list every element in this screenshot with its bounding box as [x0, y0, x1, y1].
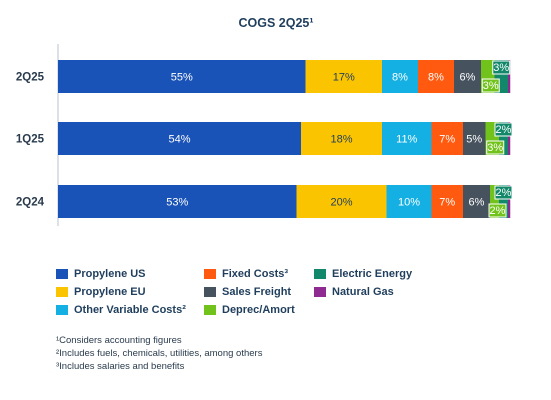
category-label-1q25: 1Q25 [16, 134, 45, 146]
bar-natural-gas-2q25 [508, 60, 511, 93]
callout-box-deprec-amort-2q25 [481, 78, 500, 93]
data-label-electric-energy-2q24: 2% [496, 187, 512, 199]
data-label-propylene-eu-1q25: 18% [330, 134, 352, 146]
legend-item-fixed-costs: Fixed Costs³ [204, 266, 288, 282]
data-label-propylene-us-2q25: 55% [171, 72, 193, 84]
legend-label: Electric Energy [332, 268, 413, 280]
bar-electric-energy-1q25 [499, 122, 508, 155]
data-label-propylene-us-1q25: 54% [168, 134, 190, 146]
legend-label: Sales Freight [222, 286, 292, 298]
bar-natural-gas-2q24 [508, 185, 511, 218]
legend-swatch [314, 269, 326, 279]
bar-fixed-costs-1q25 [431, 122, 463, 155]
data-label-sales-freight-1q25: 5% [466, 134, 482, 146]
bar-propylene-us-2q24 [58, 185, 297, 218]
data-label-deprec-amort-2q25: 3% [483, 80, 499, 92]
legend-swatch [204, 305, 216, 315]
legend-swatch [204, 287, 216, 297]
data-label-other-variable-costs-2q24: 10% [398, 197, 420, 209]
category-label-2q25: 2Q25 [16, 72, 45, 84]
legend-label: Propylene EU [74, 286, 146, 298]
footnotes: ¹Considers accounting figures ²Includes … [56, 334, 456, 373]
footnote-3: ³Includes salaries and benefits [56, 361, 185, 372]
chart-legend: Propylene US Propylene EU Other Variable C… [56, 266, 476, 320]
bar-propylene-us-1q25 [58, 122, 301, 155]
bar-fixed-costs-2q24 [431, 185, 463, 218]
data-label-sales-freight-2q24: 6% [469, 197, 485, 209]
data-label-fixed-costs-2q24: 7% [439, 197, 455, 209]
cogs-stacked-bar-chart: COGS 2Q25¹ 2Q25 55% 17% 8% 8% 6% 3% 3% 1Q25 54% 18… [16, 16, 513, 226]
bar-other-variable-costs-2q25 [382, 60, 418, 93]
bar-deprec-amort-2q24 [490, 185, 499, 218]
bar-sales-freight-1q25 [463, 122, 486, 155]
legend-item-propylene-eu: Propylene EU [56, 284, 146, 300]
bar-natural-gas-1q25 [508, 122, 511, 155]
data-label-other-variable-costs-2q25: 8% [392, 72, 408, 84]
legend-swatch [56, 269, 68, 279]
legend-swatch [314, 287, 326, 297]
legend-item-deprec-amort: Deprec/Amort [204, 302, 295, 318]
data-label-propylene-eu-2q25: 17% [333, 72, 355, 84]
data-label-deprec-amort-2q24: 2% [490, 205, 506, 217]
legend-item-other-variable-costs: Other Variable Costs² [56, 302, 186, 318]
footnote-1: ¹Considers accounting figures [56, 335, 182, 346]
data-label-other-variable-costs-1q25: 11% [396, 134, 417, 146]
legend-label: Propylene US [74, 268, 146, 280]
chart-title: COGS 2Q25¹ [238, 16, 313, 30]
legend-swatch [204, 269, 216, 279]
category-label-2q24: 2Q24 [16, 197, 45, 209]
bar-sales-freight-2q24 [463, 185, 490, 218]
data-label-sales-freight-2q25: 6% [460, 72, 476, 84]
callout-box-deprec-amort-2q24 [488, 203, 507, 218]
legend-item-sales-freight: Sales Freight [204, 284, 291, 300]
data-label-electric-energy-2q25: 3% [493, 62, 509, 74]
callout-box-electric-energy-2q25 [492, 60, 511, 75]
bar-sales-freight-2q25 [454, 60, 481, 93]
data-label-deprec-amort-1q25: 3% [487, 142, 503, 154]
bar-electric-energy-2q24 [499, 185, 508, 218]
legend-swatch [56, 305, 68, 315]
legend-item-electric-energy: Electric Energy [314, 266, 412, 282]
data-label-propylene-eu-2q24: 20% [330, 197, 352, 209]
callout-box-electric-energy-1q25 [494, 122, 513, 137]
legend-swatch [56, 287, 68, 297]
legend-label: Fixed Costs³ [222, 268, 289, 280]
legend-item-propylene-us: Propylene US [56, 266, 146, 282]
data-label-fixed-costs-2q25: 8% [428, 72, 444, 84]
legend-label: Natural Gas [332, 286, 394, 298]
bar-other-variable-costs-2q24 [386, 185, 432, 218]
legend-label: Deprec/Amort [222, 304, 295, 316]
bars-group: 2Q25 55% 17% 8% 8% 6% 3% 3% 1Q25 54% 18% 11% 7% 5% 3% 2… [16, 60, 513, 218]
legend-label: Other Variable Costs² [74, 304, 186, 316]
legend-item-natural-gas: Natural Gas [314, 284, 394, 300]
footnote-2: ²Includes fuels, chemicals, utilities, a… [56, 348, 263, 359]
bar-propylene-us-2q25 [58, 60, 306, 93]
data-label-propylene-us-2q24: 53% [166, 197, 188, 209]
bar-propylene-eu-2q24 [296, 185, 387, 218]
bar-propylene-eu-1q25 [301, 122, 382, 155]
data-label-fixed-costs-1q25: 7% [439, 134, 455, 146]
bar-propylene-eu-2q25 [305, 60, 382, 93]
callout-box-electric-energy-2q24 [494, 185, 513, 200]
data-label-electric-energy-1q25: 2% [496, 124, 512, 136]
bar-other-variable-costs-1q25 [382, 122, 432, 155]
bar-fixed-costs-2q25 [418, 60, 454, 93]
callout-box-deprec-amort-1q25 [486, 140, 505, 155]
